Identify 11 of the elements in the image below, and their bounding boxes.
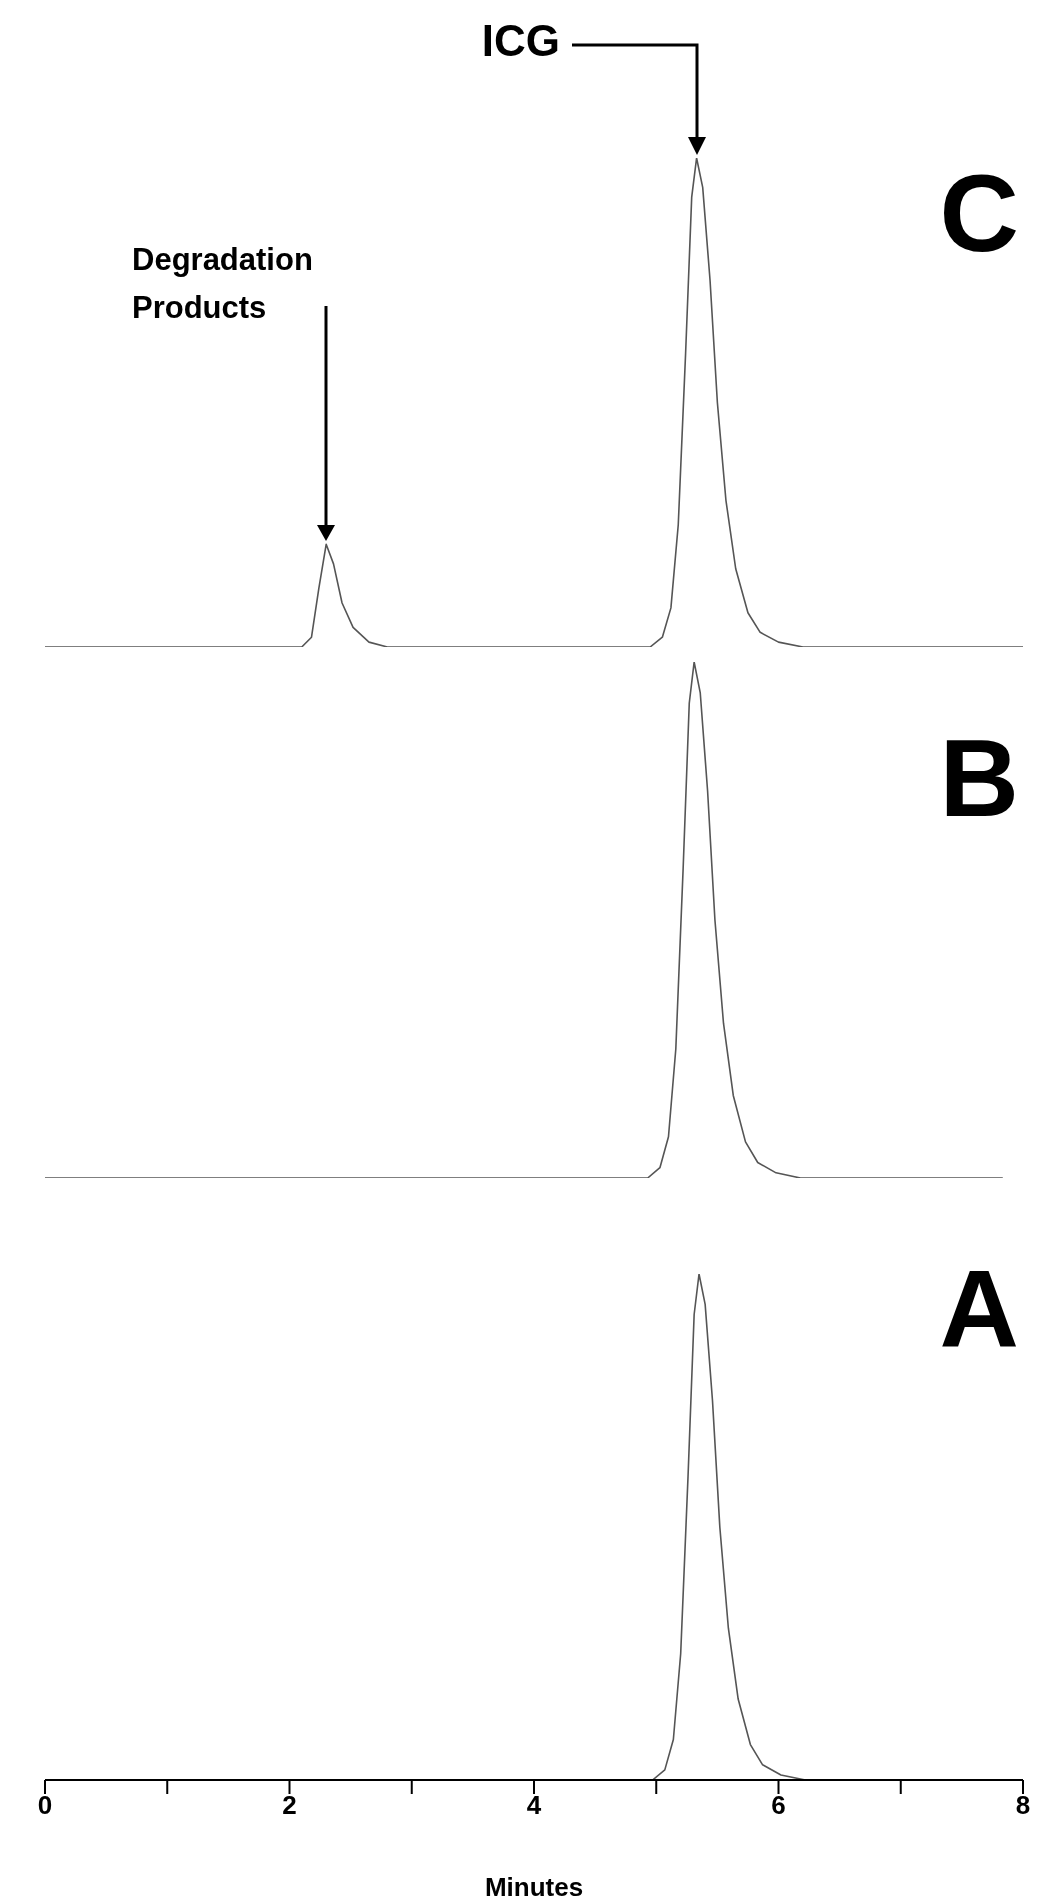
text: ICG xyxy=(481,16,560,65)
x-tick-label: 8 xyxy=(1015,1790,1031,1821)
annotation: Degradation Products xyxy=(132,241,314,328)
x-tick-label: 0 xyxy=(37,1790,53,1821)
chart-title: A xyxy=(939,1246,1019,1369)
text: B xyxy=(939,716,1019,839)
x-tick-label: 2 xyxy=(282,1790,297,1821)
x-axis-title: Minutes xyxy=(484,1872,584,1902)
x-tick-label: 6 xyxy=(771,1790,786,1821)
chart-title: C xyxy=(939,151,1019,274)
x-tick-label: 4 xyxy=(526,1790,542,1821)
